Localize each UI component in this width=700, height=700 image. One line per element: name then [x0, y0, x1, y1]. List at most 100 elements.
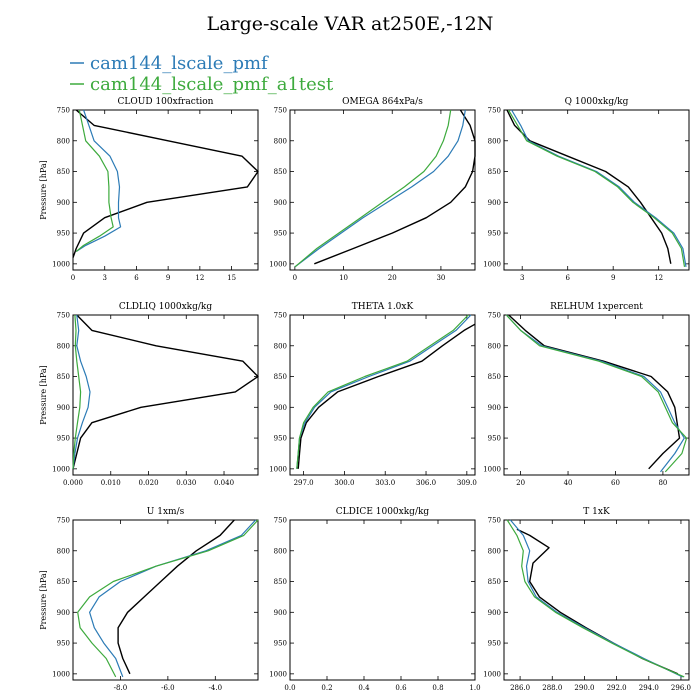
- x-tick-label: 0.6: [395, 684, 407, 692]
- panel-title: T 1xK: [583, 507, 610, 517]
- x-tick-label: 303.0: [375, 479, 395, 487]
- x-tick-label: -6.0: [161, 684, 175, 692]
- x-tick-label: -4.0: [209, 684, 223, 692]
- x-tick-label: 0.030: [176, 479, 196, 487]
- x-tick-label: 6: [134, 274, 139, 282]
- plot-frame: [289, 314, 476, 476]
- y-tick-label: 850: [57, 578, 70, 586]
- series-line-a1test: [294, 109, 452, 268]
- x-tick-label: 306.0: [416, 479, 436, 487]
- x-tick-label: 0.010: [101, 479, 121, 487]
- y-tick-label: 900: [274, 199, 287, 207]
- y-axis-label: Pressure [hPa]: [39, 365, 48, 425]
- y-tick-label: 900: [488, 199, 501, 207]
- series-line-pmf: [72, 314, 91, 469]
- series-line-reference: [506, 109, 672, 264]
- y-tick-label: 1000: [269, 670, 287, 678]
- panel-relhum: RELHUM 1xpercent 750 800 850 900 950 1000 20 40 6…: [483, 302, 690, 487]
- plot-frame: [503, 314, 690, 476]
- panel-title: Q 1000xkg/kg: [565, 97, 629, 107]
- y-tick-label: 900: [57, 609, 70, 617]
- y-tick-label: 900: [57, 199, 70, 207]
- y-tick-label: 950: [274, 640, 287, 648]
- y-tick-label: 850: [274, 578, 287, 586]
- plot-frame: [289, 109, 476, 271]
- y-tick-label: 900: [274, 404, 287, 412]
- x-tick-label: 3: [102, 274, 106, 282]
- y-tick-label: 750: [488, 312, 501, 320]
- x-tick-label: 40: [564, 479, 573, 487]
- y-tick-label: 900: [57, 404, 70, 412]
- panel-title: CLDLIQ 1000xkg/kg: [119, 302, 213, 312]
- series-line-pmf: [509, 519, 683, 678]
- x-tick-label: 0.2: [321, 684, 332, 692]
- y-tick-label: 750: [488, 517, 501, 525]
- series-line-a1test: [75, 109, 114, 252]
- y-tick-label: 950: [488, 640, 501, 648]
- y-tick-label: 800: [274, 137, 287, 145]
- y-tick-label: 1000: [483, 670, 501, 678]
- x-tick-label: 15: [227, 274, 236, 282]
- x-tick-label: 294.0: [639, 684, 659, 692]
- y-tick-label: 950: [274, 230, 287, 238]
- series-line-pmf: [505, 314, 685, 473]
- panel-u: U 1xm/s 750 800 850 900 950 1000 -8.0 -6.0 -4.0 Pr…: [39, 507, 259, 692]
- x-tick-label: 0.040: [214, 479, 234, 487]
- y-tick-label: 850: [274, 168, 287, 176]
- x-tick-label: 6: [565, 274, 570, 282]
- x-tick-label: 3: [520, 274, 524, 282]
- series-line-reference: [314, 109, 476, 265]
- y-tick-label: 800: [488, 342, 501, 350]
- series-line-pmf: [294, 109, 466, 268]
- y-tick-label: 950: [57, 230, 70, 238]
- plot-frame: [72, 314, 259, 476]
- y-tick-label: 800: [488, 547, 501, 555]
- x-tick-label: 0.8: [432, 684, 443, 692]
- y-tick-label: 1000: [483, 260, 501, 268]
- series-line-pmf: [511, 109, 687, 267]
- y-tick-label: 950: [57, 435, 70, 443]
- series-line-a1test: [506, 519, 685, 678]
- x-tick-label: 0: [71, 274, 75, 282]
- series-line-a1test: [77, 519, 259, 678]
- series-line-reference: [72, 314, 259, 469]
- y-tick-label: 900: [488, 404, 501, 412]
- y-tick-label: 800: [274, 342, 287, 350]
- y-tick-label: 1000: [52, 260, 70, 268]
- panel-title: OMEGA 864xPa/s: [342, 97, 423, 107]
- y-tick-label: 1000: [269, 465, 287, 473]
- y-axis-label: Pressure [hPa]: [39, 570, 48, 630]
- y-tick-label: 1000: [52, 465, 70, 473]
- x-tick-label: 0: [293, 274, 297, 282]
- x-tick-label: 20: [516, 479, 525, 487]
- x-tick-label: 309.0: [457, 479, 477, 487]
- x-tick-label: 0.020: [138, 479, 158, 487]
- series-line-a1test: [505, 314, 688, 473]
- y-tick-label: 1000: [269, 260, 287, 268]
- x-tick-label: 286.0: [510, 684, 530, 692]
- x-tick-label: 80: [658, 479, 667, 487]
- series-line-a1test: [296, 314, 469, 469]
- x-tick-label: 10: [339, 274, 348, 282]
- y-tick-label: 1000: [52, 670, 70, 678]
- x-tick-label: 30: [436, 274, 445, 282]
- x-tick-label: 0.4: [358, 684, 370, 692]
- x-tick-label: 1.0: [469, 684, 480, 692]
- y-tick-label: 800: [274, 547, 287, 555]
- series-line-pmf: [296, 314, 472, 469]
- legend: cam144_lscale_pmf cam144_lscale_pmf_a1te…: [70, 53, 334, 95]
- series-line-reference: [297, 323, 476, 469]
- y-tick-label: 850: [488, 373, 501, 381]
- x-tick-label: 290.0: [574, 684, 594, 692]
- series-line-pmf: [75, 109, 122, 253]
- y-tick-label: 850: [57, 168, 70, 176]
- x-tick-label: 60: [611, 479, 620, 487]
- y-tick-label: 950: [57, 640, 70, 648]
- y-tick-label: 950: [488, 435, 501, 443]
- panel-q: Q 1000xkg/kg 750 800 850 900 950 1000 3 6 9 12: [483, 97, 690, 282]
- panel-title: CLDICE 1000xkg/kg: [336, 507, 430, 517]
- series-line-reference: [117, 519, 235, 675]
- y-tick-label: 900: [274, 609, 287, 617]
